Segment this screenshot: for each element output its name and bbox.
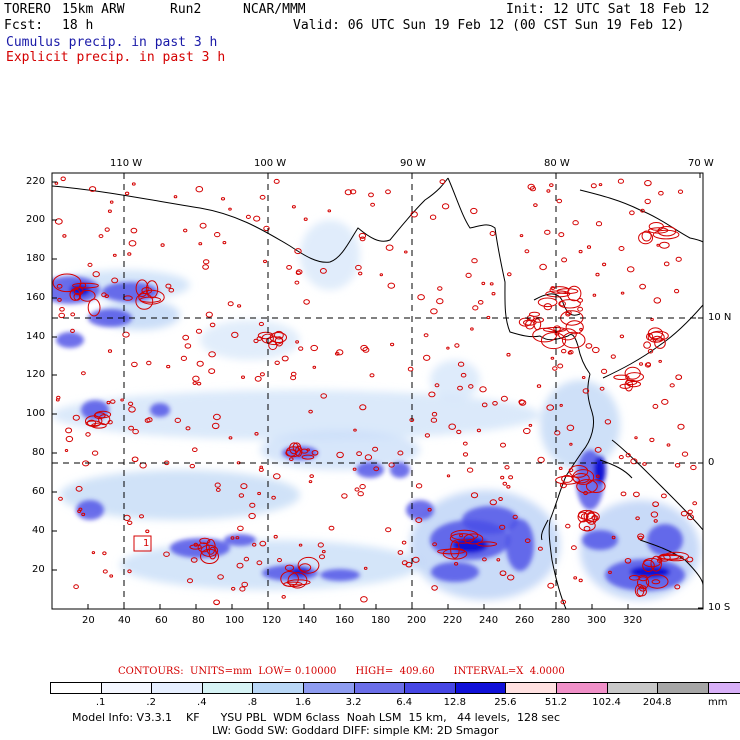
x-tick-label: 260 bbox=[515, 615, 535, 626]
cumulus-precip-legend: Cumulus precip. in past 3 h bbox=[6, 35, 218, 50]
model-name: TORERO bbox=[4, 2, 51, 17]
colorbar-swatch bbox=[657, 682, 709, 694]
contour-high: HIGH= 409.60 bbox=[355, 666, 435, 677]
y-tick-label: 80 bbox=[32, 447, 45, 458]
colorbar-label: 51.2 bbox=[544, 697, 568, 708]
lat-label-equator: 0 bbox=[708, 457, 715, 468]
lat-label-10s: 10 S bbox=[708, 602, 731, 613]
x-tick-label: 80 bbox=[192, 615, 205, 626]
plot-frame bbox=[51, 172, 704, 610]
colorbar-swatch bbox=[303, 682, 355, 694]
colorbar-swatch bbox=[454, 682, 507, 694]
lat-label-10n: 10 N bbox=[708, 312, 732, 323]
colorbar-swatch bbox=[556, 682, 608, 694]
init-time: Init: 12 UTC Sat 18 Feb 12 bbox=[506, 2, 710, 17]
contour-interval: INTERVAL=X 4.0000 bbox=[453, 666, 565, 677]
y-tick-label: 100 bbox=[26, 408, 46, 419]
colorbar-label: 204.8 bbox=[642, 697, 672, 708]
lon-label-90w: 90 W bbox=[400, 158, 426, 169]
contour-info: CONTOURS: UNITS=mm LOW= 0.10000 HIGH= 40… bbox=[118, 666, 565, 677]
x-tick-label: 140 bbox=[298, 615, 318, 626]
colorbar-swatch bbox=[201, 682, 254, 694]
lon-label-80w: 80 W bbox=[544, 158, 570, 169]
colorbar-swatch bbox=[100, 682, 153, 694]
colorbar-label: 102.4 bbox=[592, 697, 621, 708]
run-label: Run2 bbox=[170, 2, 202, 17]
x-tick-label: 180 bbox=[371, 615, 391, 626]
x-tick-label: 120 bbox=[262, 615, 282, 626]
y-tick-label: 20 bbox=[32, 564, 45, 575]
colorbar-unit: mm bbox=[708, 697, 728, 708]
colorbar-swatch bbox=[353, 682, 406, 694]
colorbar-label: .2 bbox=[146, 697, 156, 708]
lon-label-100w: 100 W bbox=[254, 158, 287, 169]
colorbar-swatch bbox=[252, 682, 304, 694]
colorbar-swatch bbox=[50, 682, 102, 694]
colorbar-label: .1 bbox=[95, 697, 106, 708]
x-tick-label: 100 bbox=[225, 615, 245, 626]
x-tick-label: 200 bbox=[407, 615, 427, 626]
y-tick-label: 60 bbox=[32, 486, 45, 497]
x-tick-label: 20 bbox=[82, 615, 95, 626]
colorbar-swatch bbox=[707, 682, 740, 694]
y-tick-label: 200 bbox=[26, 214, 46, 225]
colorbar-label: 1.6 bbox=[295, 697, 311, 708]
highlight-box-marker bbox=[133, 535, 152, 552]
physics-info-line: LW: Godd SW: Goddard DIFF: simple KM: 2D… bbox=[212, 724, 499, 737]
x-tick-label: 60 bbox=[155, 615, 168, 626]
colorbar-label: .8 bbox=[247, 697, 258, 708]
y-tick-label: 40 bbox=[32, 525, 45, 536]
lat-lon-gridlines bbox=[52, 173, 703, 609]
x-tick-label: 40 bbox=[118, 615, 131, 626]
explicit-precip-legend: Explicit precip. in past 3 h bbox=[6, 50, 226, 65]
x-tick-label: 300 bbox=[587, 615, 607, 626]
colorbar-label: .4 bbox=[197, 697, 207, 708]
org-label: NCAR/MMM bbox=[243, 2, 306, 17]
model-resolution: 15km ARW bbox=[62, 2, 125, 17]
colorbar-label: 3.2 bbox=[345, 697, 362, 708]
model-info-line: Model Info: V3.3.1 KF YSU PBL WDM 6class… bbox=[72, 711, 560, 724]
y-tick-label: 140 bbox=[26, 331, 46, 342]
y-tick-label: 220 bbox=[26, 176, 46, 187]
y-tick-label: 120 bbox=[26, 369, 46, 380]
x-tick-label: 220 bbox=[443, 615, 463, 626]
colorbar-label: 25.6 bbox=[494, 697, 517, 708]
lon-label-70w: 70 W bbox=[688, 158, 714, 169]
y-tick-label: 180 bbox=[26, 253, 46, 264]
x-tick-label: 240 bbox=[479, 615, 499, 626]
forecast-hour: 18 h bbox=[62, 18, 94, 33]
colorbar-label: 12.8 bbox=[443, 697, 466, 708]
colorbar-swatch bbox=[404, 682, 456, 694]
x-tick-label: 320 bbox=[623, 615, 643, 626]
valid-time: Valid: 06 UTC Sun 19 Feb 12 (00 CST Sun … bbox=[293, 18, 685, 33]
colorbar-label: 6.4 bbox=[396, 697, 413, 708]
x-tick-label: 160 bbox=[335, 615, 355, 626]
axis-ticks bbox=[52, 173, 703, 609]
lon-label-110w: 110 W bbox=[110, 158, 143, 169]
box-marker-label: 1 bbox=[143, 538, 150, 549]
x-tick-label: 280 bbox=[551, 615, 571, 626]
coastline bbox=[52, 177, 703, 609]
forecast-label: Fcst: bbox=[4, 18, 44, 33]
y-tick-label: 160 bbox=[26, 292, 46, 303]
contour-units: CONTOURS: UNITS=mm LOW= 0.10000 bbox=[118, 666, 337, 677]
explicit-precip-contours bbox=[52, 176, 698, 606]
colorbar-swatch bbox=[606, 682, 659, 694]
colorbar-swatch bbox=[505, 682, 557, 694]
colorbar-swatch bbox=[151, 682, 203, 694]
